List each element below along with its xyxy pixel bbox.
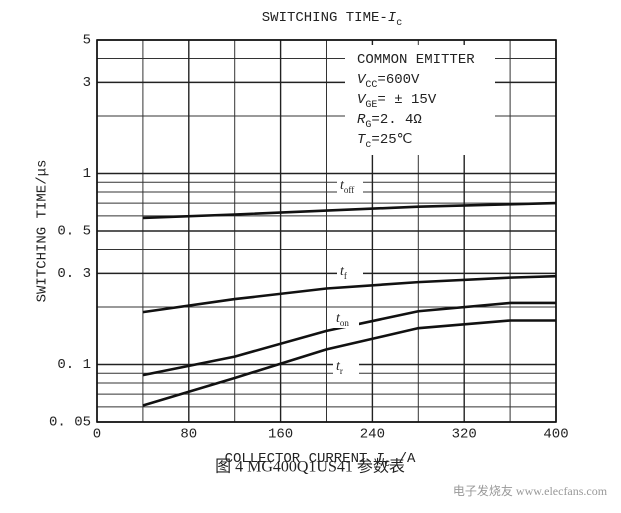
annotation: COMMON EMITTER <box>357 52 475 68</box>
x-tick-label: 320 <box>452 427 477 443</box>
series-label: ton <box>336 311 349 328</box>
text-part: COLLECTOR CURRENT <box>225 451 376 467</box>
text-part: r <box>340 366 343 376</box>
x-axis-label: COLLECTOR CURRENT Ic /A <box>225 451 416 470</box>
label-bg <box>333 358 359 376</box>
text-part: GE <box>365 100 377 111</box>
label-bg <box>333 310 359 328</box>
label-bg <box>337 263 363 281</box>
text-part: SWITCHING TIME- <box>262 10 388 26</box>
text-part: c <box>396 18 402 29</box>
y-tick-label: 3 <box>83 75 91 91</box>
label-bg <box>337 177 363 195</box>
y-tick-label: 0. 3 <box>57 266 91 282</box>
watermark: 电子发烧友 www.elecfans.com <box>453 483 608 498</box>
text-part: t <box>340 264 345 279</box>
text-part: I <box>376 451 385 467</box>
annotation-box <box>345 45 495 155</box>
series-label: toff <box>340 178 354 195</box>
text-part: /A <box>390 451 416 467</box>
text-part: c <box>365 140 371 151</box>
text-part: =600V <box>377 72 420 88</box>
text-part: = ± 15V <box>377 92 436 108</box>
text-part: G <box>365 120 371 131</box>
series-line <box>142 201 557 220</box>
text-part: R <box>357 112 366 128</box>
text-part: T <box>357 132 366 148</box>
annotation: VGE= ± 15V <box>357 92 437 111</box>
series-line <box>142 301 556 377</box>
annotation: VCC=600V <box>357 72 420 91</box>
text-part: CC <box>365 80 377 91</box>
series-line <box>142 319 556 407</box>
text-part: =2. 4Ω <box>371 112 421 128</box>
plot-frame <box>96 39 557 423</box>
y-tick-label: 0. 1 <box>57 357 91 373</box>
text-part: f <box>344 271 347 281</box>
y-tick-label: 0. 05 <box>49 415 91 431</box>
y-axis-label: SWITCHING TIME/μs <box>35 160 51 303</box>
text-part: on <box>340 318 350 328</box>
text-part: t <box>340 178 345 193</box>
series-label: tr <box>336 359 343 376</box>
chart-title: SWITCHING TIME-Ic <box>262 10 402 29</box>
text-part: =25℃ <box>371 132 412 148</box>
text-part: t <box>336 359 341 374</box>
series-line <box>142 274 557 314</box>
text-part: t <box>336 311 341 326</box>
y-tick-label: 1 <box>83 166 91 182</box>
x-tick-label: 0 <box>93 427 101 443</box>
y-tick-label: 0. 5 <box>57 224 91 240</box>
annotation: Tc=25℃ <box>357 132 412 151</box>
series-label: tf <box>340 264 347 281</box>
caption: 图 4 MG400Q1US41 参数表 <box>215 458 405 476</box>
y-tick-label: 5 <box>83 33 91 49</box>
annotation: RG=2. 4Ω <box>357 112 422 131</box>
x-tick-label: 80 <box>180 427 197 443</box>
x-tick-label: 160 <box>268 427 293 443</box>
text-part: V <box>357 72 367 88</box>
text-part: V <box>357 92 367 108</box>
x-tick-label: 240 <box>360 427 385 443</box>
text-part: off <box>344 185 354 195</box>
text-part: COMMON EMITTER <box>357 52 475 68</box>
text-part: c <box>384 459 390 470</box>
text-part: I <box>388 10 397 26</box>
x-tick-label: 400 <box>543 427 568 443</box>
